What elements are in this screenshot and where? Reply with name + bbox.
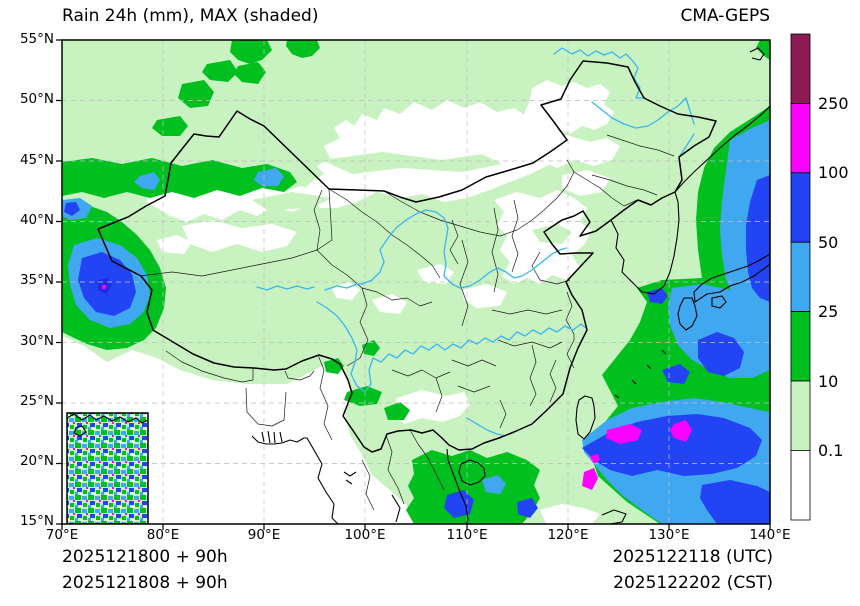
rivers <box>256 47 695 437</box>
china-border <box>97 60 717 453</box>
y-tick-35n: 35°N <box>19 272 54 288</box>
coastlines <box>458 47 770 524</box>
x-tick-130e: 130°E <box>648 527 690 543</box>
y-tick-55n: 55°N <box>19 31 54 47</box>
map-canvas <box>56 39 771 530</box>
cb-label-100: 100 <box>818 163 849 182</box>
x-tick-90e: 90°E <box>247 527 281 543</box>
cb-label-250: 250 <box>818 94 849 113</box>
y-tick-25n: 25°N <box>19 393 54 409</box>
init-time-cst: 2025121808 + 90h <box>62 573 228 593</box>
x-tick-100e: 100°E <box>344 527 386 543</box>
x-tick-120e: 120°E <box>547 527 589 543</box>
inset-south-china-sea <box>66 412 149 524</box>
y-tick-50n: 50°N <box>19 91 54 107</box>
x-tick-110e: 110°E <box>446 527 488 543</box>
cb-label-50: 50 <box>818 233 839 252</box>
y-tick-40n: 40°N <box>19 212 54 228</box>
valid-time-utc: 2025122118 (UTC) <box>612 547 773 567</box>
y-tick-15n: 15°N <box>19 513 54 529</box>
cb-label-25: 25 <box>818 302 839 321</box>
page-title: Rain 24h (mm), MAX (shaded) <box>62 6 319 26</box>
x-tick-140e: 140°E <box>749 527 791 543</box>
model-label: CMA-GEPS <box>680 6 770 26</box>
colorbar <box>790 33 811 521</box>
cb-label-10: 10 <box>818 372 839 391</box>
province-boundaries <box>139 134 675 429</box>
y-tick-45n: 45°N <box>19 152 54 168</box>
axis-ticks <box>56 39 771 530</box>
cb-label-01: 0.1 <box>818 441 844 460</box>
y-tick-20n: 20°N <box>19 453 54 469</box>
x-tick-80e: 80°E <box>146 527 180 543</box>
x-tick-70e: 70°E <box>45 527 79 543</box>
precip-west-system <box>62 158 297 350</box>
init-time-utc: 2025121800 + 90h <box>62 547 228 567</box>
foreign-boundaries <box>165 350 469 524</box>
colorbar-segments <box>790 33 811 521</box>
graticule <box>62 40 770 524</box>
y-tick-30n: 30°N <box>19 333 54 349</box>
valid-time-cst: 2025122202 (CST) <box>613 573 773 593</box>
